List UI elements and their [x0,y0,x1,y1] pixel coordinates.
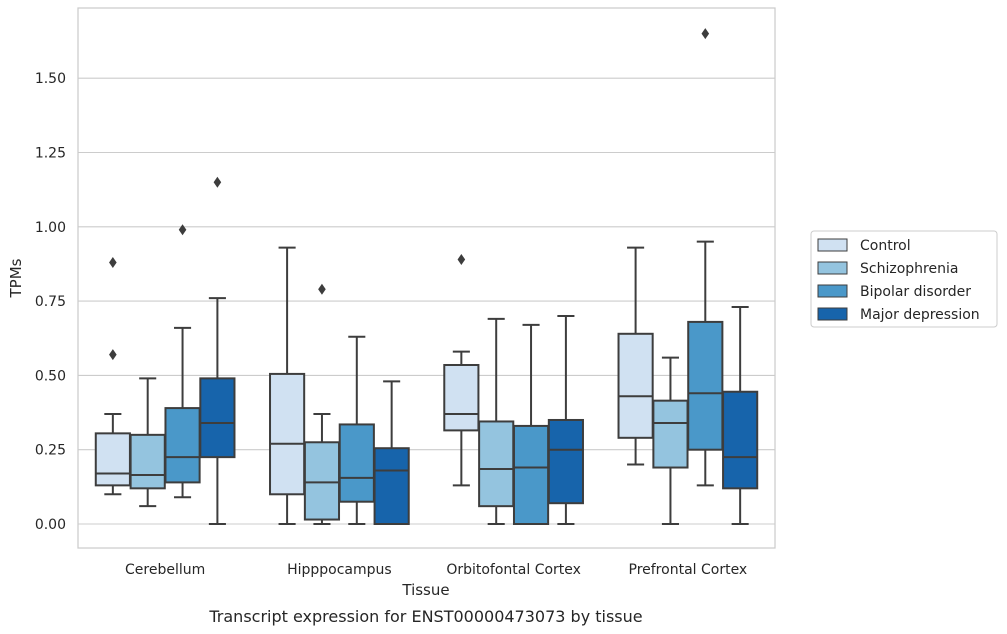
y-tick-label: 0.25 [35,443,66,459]
outlier-point [318,283,326,295]
legend-swatch [817,261,848,275]
legend-label: Major depression [860,307,980,323]
iqr-box [129,433,166,490]
iqr-box [722,390,759,490]
legend-label: Control [860,238,911,254]
chart-caption: Transcript expression for ENST0000047307… [208,607,642,626]
x-axis-label: Tissue [401,581,449,599]
box-4-series-1 [617,246,654,466]
legend: Control Schizophrenia Bipolar disorder Majo… [810,230,998,328]
iqr-box [303,441,341,521]
y-tick-label: 1.00 [35,220,66,236]
legend-label: Schizophrenia [860,261,958,277]
x-tick-label: Cerebellum [125,562,205,578]
box-1-series-2 [129,377,166,508]
iqr-box [478,420,515,508]
iqr-box [687,320,724,451]
outlier-point [109,349,117,361]
box-4-series-2 [652,356,689,525]
iqr-box [652,399,689,469]
x-tick-label: Prefrontal Cortex [629,562,748,578]
x-tick-label: Hipppocampus [287,562,392,578]
y-tick-label: 0.00 [35,517,66,533]
iqr-box [512,424,550,526]
legend-frame [810,230,998,328]
outlier-point [701,28,710,40]
box-1-series-3 [164,224,201,499]
iqr-box [199,377,236,459]
legend-swatch [817,307,848,321]
box-2-series-2 [303,283,341,525]
iqr-box [547,418,584,505]
y-axis-label: TPMs [7,258,25,298]
x-tick-label: Orbitofontal Cortex [446,562,581,578]
legend-swatch [817,284,848,298]
box-3-series-2 [478,317,515,525]
box-1-series-4 [199,176,236,525]
box-2-series-4 [373,380,410,525]
box-2-series-3 [338,335,375,525]
outlier-point [178,224,187,236]
iqr-box [373,447,410,525]
y-tick-label: 1.50 [35,71,66,87]
iqr-box [269,372,306,496]
outlier-point [457,253,466,265]
boxes [94,28,759,526]
y-tick-label: 0.50 [35,368,66,384]
iqr-box [443,363,480,432]
legend-label: Bipolar disorder [860,284,971,300]
outlier-point [109,256,117,268]
y-tick-label: 1.25 [35,146,66,162]
x-tick-labels: Cerebellum Hipppocampus Orbitofontal Corte… [125,562,747,578]
legend-swatch [817,238,848,252]
iqr-box [338,423,375,503]
y-tick-label: 0.75 [35,294,66,310]
box-4-series-3 [687,28,724,487]
iqr-box [164,407,201,484]
box-3-series-3 [512,323,550,526]
iqr-box [94,432,131,487]
box-4-series-4 [722,306,759,525]
box-3-series-1 [443,253,480,487]
box-3-series-4 [547,314,584,525]
iqr-box [617,332,654,439]
plot-frame [77,7,776,549]
box-2-series-1 [269,246,306,525]
y-tick-labels: 0.00 0.25 0.50 0.75 1.00 1.25 1.50 [35,71,66,533]
outlier-point [213,176,222,188]
